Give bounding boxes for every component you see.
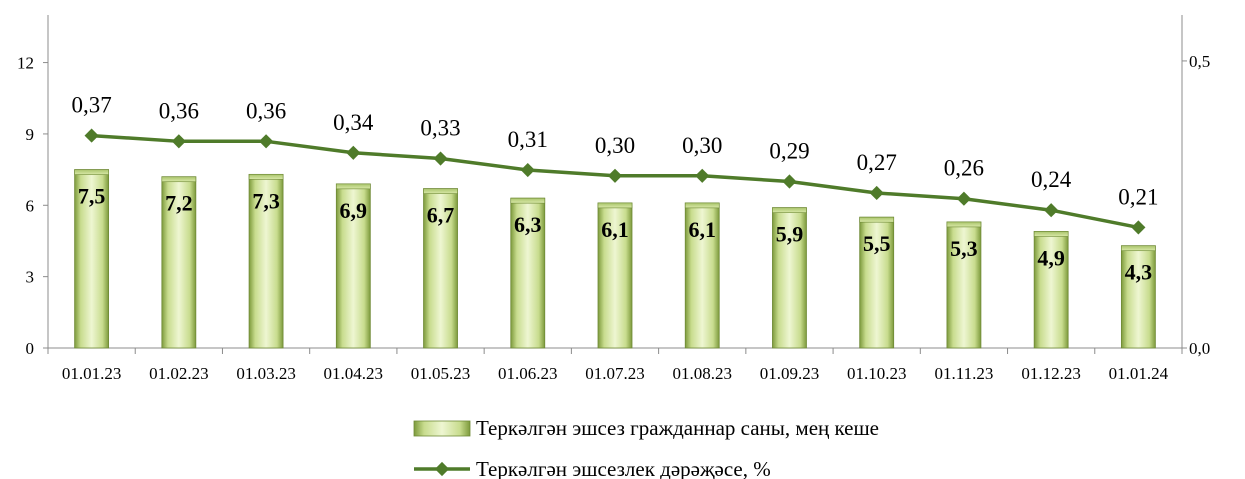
bar[interactable]: [1033, 231, 1069, 349]
bar-data-label: 5,9: [776, 222, 804, 247]
x-tick-label: 01.05.23: [411, 364, 471, 383]
bar-data-label: 6,7: [427, 203, 455, 228]
x-tick-label: 01.12.23: [1021, 364, 1081, 383]
x-tick-label: 01.06.23: [498, 364, 558, 383]
y-left-tick-label: 9: [26, 125, 35, 144]
line-data-label: 0,26: [944, 156, 984, 181]
bar[interactable]: [772, 207, 807, 349]
bar[interactable]: [1120, 245, 1156, 349]
bar[interactable]: [161, 176, 197, 349]
bar-data-label: 5,5: [863, 231, 891, 256]
bar-data-label: 6,1: [688, 217, 716, 242]
line-data-label: 0,31: [508, 127, 548, 152]
line-point[interactable]: [782, 174, 797, 189]
y-left-tick-label: 12: [17, 54, 34, 73]
bar-top-bevel: [161, 176, 197, 183]
line-point[interactable]: [259, 134, 274, 149]
bar-top-bevel: [772, 207, 807, 213]
line-data-label: 0,24: [1031, 167, 1072, 192]
x-tick-label: 01.09.23: [760, 364, 820, 383]
bar-top-bevel: [597, 202, 633, 209]
bar-top-bevel: [1033, 231, 1069, 237]
x-tick-label: 01.01.24: [1109, 364, 1169, 383]
y-right-tick-label: 0,5: [1189, 52, 1210, 71]
x-tick-label: 01.11.23: [934, 364, 993, 383]
bar-top-bevel: [946, 221, 982, 228]
line-data-label: 0,34: [333, 110, 374, 135]
x-tick-label: 01.01.23: [62, 364, 122, 383]
line-point[interactable]: [346, 145, 361, 160]
bar-data-label: 7,2: [165, 191, 193, 216]
bar-top-bevel: [510, 197, 546, 204]
legend-label-bars: Теркәлгән эшсез гражданнар саны, мең кеш…: [476, 416, 879, 440]
line-data-label: 0,36: [159, 98, 199, 123]
legend-label-line: Теркәлгән эшсезлек дәрәҗәсе, %: [476, 457, 771, 479]
bar-data-label: 7,5: [78, 184, 106, 209]
line-data-label: 0,27: [857, 150, 897, 175]
bar-data-label: 4,3: [1125, 260, 1153, 285]
line-point[interactable]: [607, 168, 623, 183]
line-point[interactable]: [84, 128, 99, 143]
x-tick-label: 01.08.23: [672, 364, 732, 383]
y-right-tick-label: 0,0: [1189, 339, 1210, 358]
line-data-label: 0,30: [682, 133, 722, 158]
bar[interactable]: [597, 202, 633, 349]
line-point[interactable]: [520, 162, 535, 178]
line-point[interactable]: [1044, 203, 1059, 218]
line-point[interactable]: [869, 185, 884, 201]
line-data-label: 0,29: [769, 139, 809, 164]
line-point[interactable]: [433, 151, 448, 166]
line-data-label: 0,30: [595, 133, 635, 158]
bar-data-label: 5,3: [950, 236, 978, 261]
bar[interactable]: [510, 197, 546, 349]
legend-bar-swatch: [413, 420, 471, 437]
x-tick-label: 01.07.23: [585, 364, 645, 383]
bar-top-bevel: [248, 174, 284, 180]
y-left-tick-label: 3: [26, 268, 35, 287]
line-point[interactable]: [1131, 220, 1146, 235]
bar-top-bevel: [684, 202, 720, 209]
bar-data-label: 7,3: [252, 188, 280, 213]
x-tick-label: 01.02.23: [149, 364, 209, 383]
line-point[interactable]: [956, 191, 971, 206]
bar-top-bevel: [74, 169, 109, 175]
line-data-label: 0,33: [420, 116, 460, 141]
line-point[interactable]: [171, 134, 186, 149]
line-data-label: 0,36: [246, 98, 286, 123]
line-data-label: 0,21: [1118, 184, 1158, 209]
bar-data-label: 6,3: [514, 212, 542, 237]
bar[interactable]: [684, 202, 720, 349]
line-data-label: 0,37: [71, 93, 111, 118]
x-tick-label: 01.10.23: [847, 364, 907, 383]
y-left-tick-label: 0: [26, 339, 35, 358]
bar-top-bevel: [423, 188, 458, 194]
bar[interactable]: [859, 216, 895, 349]
x-tick-label: 01.04.23: [324, 364, 384, 383]
bar-data-label: 6,1: [601, 217, 629, 242]
bar-top-bevel: [336, 183, 371, 190]
x-tick-label: 01.03.23: [236, 364, 296, 383]
bar-data-label: 4,9: [1037, 245, 1065, 270]
bar-top-bevel: [1121, 245, 1156, 252]
bar-top-bevel: [859, 216, 894, 223]
line-point[interactable]: [695, 168, 710, 183]
bar[interactable]: [74, 169, 110, 349]
y-left-tick-label: 6: [26, 196, 35, 215]
bar-data-label: 6,9: [340, 198, 368, 223]
bar[interactable]: [423, 188, 458, 349]
legend-line-marker: [434, 461, 450, 477]
